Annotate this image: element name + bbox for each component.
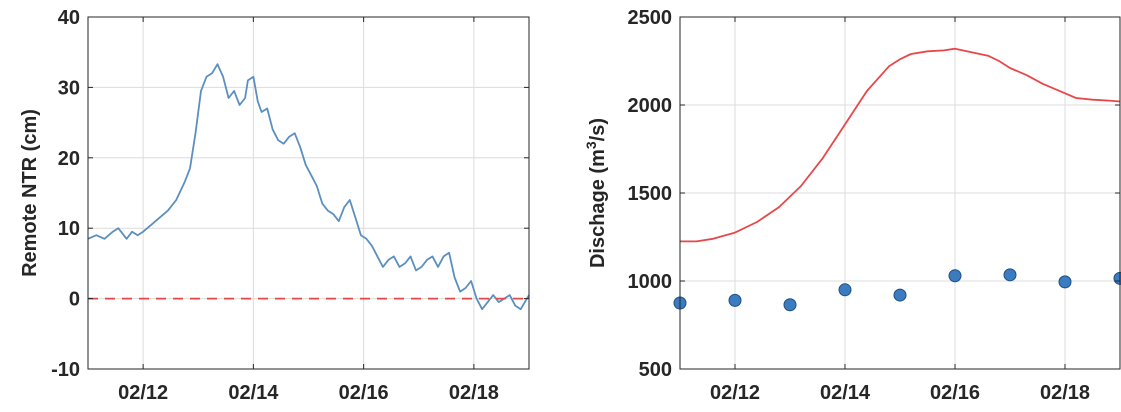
series-line [680,47,1121,243]
y-tick-label: 1000 [628,271,673,293]
x-tick-label: 02/12 [118,382,168,404]
y-tick-label: 10 [58,218,80,240]
y-axis-label: Dischage (m3/s) [583,118,609,268]
x-tick-label: 02/14 [820,382,871,404]
y-tick-label: -10 [51,359,80,381]
y-axis-label: Remote NTR (cm) [19,109,41,277]
x-tick-label: 02/16 [930,382,980,404]
y-tick-label: 2000 [628,95,673,117]
y-tick-label: 500 [639,359,672,381]
x-tick-label: 02/18 [449,382,499,404]
y-tick-label: 40 [58,7,80,29]
y-tick-label: 30 [58,77,80,99]
x-tick-label: 02/16 [339,382,389,404]
y-tick-label: 0 [69,289,80,311]
data-point [783,298,797,312]
x-tick-label: 02/12 [710,382,760,404]
left-plot: 02/12 02/14 02/16 02/18 -10 0 10 20 30 40 Remote N… [19,7,530,404]
plot-frame [87,16,530,370]
x-tick-label: 02/14 [228,382,279,404]
data-point [1003,268,1017,282]
x-tick-label: 02/18 [1040,382,1090,404]
y-tick-label: 20 [58,148,80,170]
data-point [948,269,962,283]
data-point [893,288,907,302]
y-tick-label: 2500 [628,7,673,29]
y-tick-label: 1500 [628,183,673,205]
data-point [838,283,852,297]
data-point [728,293,742,307]
right-plot: 02/12 02/14 02/16 02/18 500 1000 1500 2000 2500 D… [583,7,1121,404]
series-line [87,63,530,311]
data-point [1058,275,1072,289]
